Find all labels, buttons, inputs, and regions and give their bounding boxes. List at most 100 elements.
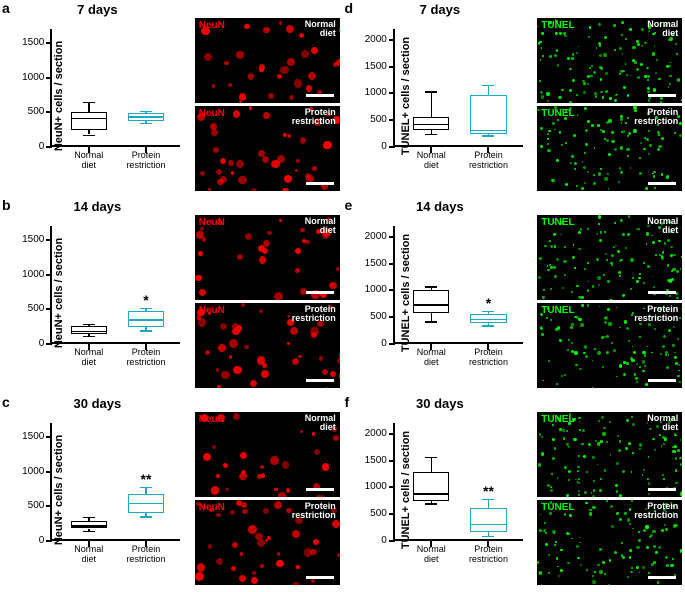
cell-dot bbox=[581, 187, 584, 190]
cell-dot bbox=[296, 159, 300, 163]
cell-dot bbox=[547, 138, 549, 140]
ytick-label: 1000 bbox=[363, 481, 387, 492]
cell-dot bbox=[574, 267, 576, 269]
cell-dot bbox=[609, 559, 611, 561]
cell-dot bbox=[618, 181, 620, 183]
cell-dot bbox=[644, 42, 646, 44]
cell-dot bbox=[229, 339, 238, 348]
cell-dot bbox=[568, 479, 570, 481]
xtick-label-normal: Normaldiet bbox=[401, 151, 461, 171]
cell-dot bbox=[589, 509, 591, 511]
stain-label: TUNEL bbox=[541, 305, 574, 316]
cell-dot bbox=[629, 523, 631, 525]
cell-dot bbox=[580, 323, 583, 326]
cell-dot bbox=[669, 75, 671, 77]
cell-dot bbox=[611, 525, 614, 528]
cell-dot bbox=[583, 82, 586, 85]
cell-dot bbox=[261, 370, 269, 378]
cell-dot bbox=[537, 561, 539, 563]
cell-dot bbox=[606, 259, 609, 262]
cell-dot bbox=[576, 545, 579, 548]
xtick-label-protein: Proteinrestriction bbox=[458, 348, 518, 368]
condition-label: Proteinrestriction bbox=[634, 502, 678, 521]
ytick bbox=[389, 146, 395, 148]
cell-dot bbox=[614, 551, 617, 554]
cell-dot bbox=[578, 478, 581, 481]
whisker bbox=[488, 85, 490, 95]
ytick-label: 2000 bbox=[363, 428, 387, 439]
cell-dot bbox=[600, 478, 602, 480]
cell-dot bbox=[564, 35, 567, 38]
cell-dot bbox=[648, 153, 650, 155]
panel-b: b14 daysNeuN+ cells / section05001000150… bbox=[0, 197, 195, 394]
scalebar bbox=[648, 94, 676, 97]
xtick-label-normal: Normaldiet bbox=[59, 151, 119, 171]
cell-dot bbox=[542, 380, 544, 382]
cell-dot bbox=[618, 449, 621, 452]
cell-dot bbox=[653, 175, 655, 177]
panel-label-b: b bbox=[2, 197, 11, 213]
cell-dot bbox=[323, 141, 331, 149]
cell-dot bbox=[252, 571, 256, 575]
condition-label: Normaldiet bbox=[305, 20, 336, 39]
cell-dot bbox=[284, 175, 292, 183]
xtick-label-protein: Proteinrestriction bbox=[458, 545, 518, 565]
cell-dot bbox=[617, 250, 620, 253]
cell-dot bbox=[677, 375, 679, 377]
cell-dot bbox=[608, 119, 611, 122]
cell-dot bbox=[563, 260, 566, 263]
cell-dot bbox=[200, 171, 205, 176]
cell-dot bbox=[639, 336, 641, 338]
condition-label: Proteinrestriction bbox=[292, 108, 336, 127]
ytick bbox=[46, 540, 52, 542]
cell-dot bbox=[636, 566, 639, 569]
cell-dot bbox=[588, 36, 590, 38]
ytick-label: 500 bbox=[20, 106, 44, 117]
stain-label: NeuN bbox=[199, 20, 225, 31]
cell-dot bbox=[540, 514, 542, 516]
cell-dot bbox=[592, 575, 594, 577]
cell-dot bbox=[593, 489, 595, 491]
cell-dot bbox=[565, 148, 567, 150]
cell-dot bbox=[547, 265, 549, 267]
cell-dot bbox=[675, 482, 677, 484]
cell-dot bbox=[605, 72, 607, 74]
whisker-cap bbox=[482, 311, 494, 313]
cell-dot bbox=[676, 53, 678, 55]
cell-dot bbox=[666, 564, 669, 567]
panel-label-a: a bbox=[2, 0, 10, 16]
cell-dot bbox=[292, 358, 299, 365]
whisker-cap bbox=[140, 516, 152, 518]
cell-dot bbox=[669, 83, 671, 85]
cell-dot bbox=[669, 62, 671, 64]
cell-dot bbox=[251, 188, 257, 191]
cell-dot bbox=[590, 75, 592, 77]
cell-dot bbox=[547, 149, 550, 152]
cell-dot bbox=[237, 254, 243, 260]
ytick bbox=[46, 146, 52, 148]
cell-dot bbox=[292, 530, 299, 537]
cell-dot bbox=[277, 552, 281, 556]
cell-dot bbox=[547, 133, 549, 135]
cell-dot bbox=[587, 83, 589, 85]
ytick-label: 0 bbox=[363, 535, 387, 546]
cell-dot bbox=[571, 155, 574, 158]
stain-label: TUNEL bbox=[541, 20, 574, 31]
box-median bbox=[413, 124, 449, 126]
cell-dot bbox=[263, 112, 270, 119]
cell-dot bbox=[615, 245, 617, 247]
box-median bbox=[470, 524, 506, 526]
cell-dot bbox=[576, 316, 579, 319]
cell-dot bbox=[596, 233, 598, 235]
cell-dot bbox=[654, 449, 656, 451]
cell-dot bbox=[670, 246, 672, 248]
cell-dot bbox=[579, 296, 582, 299]
cell-dot bbox=[602, 561, 605, 564]
cell-dot bbox=[603, 274, 605, 276]
cell-dot bbox=[597, 464, 599, 466]
stain-label: NeuN bbox=[199, 414, 225, 425]
cell-dot bbox=[591, 65, 593, 67]
cell-dot bbox=[229, 355, 233, 359]
cell-dot bbox=[643, 282, 645, 284]
cell-dot bbox=[632, 46, 635, 49]
